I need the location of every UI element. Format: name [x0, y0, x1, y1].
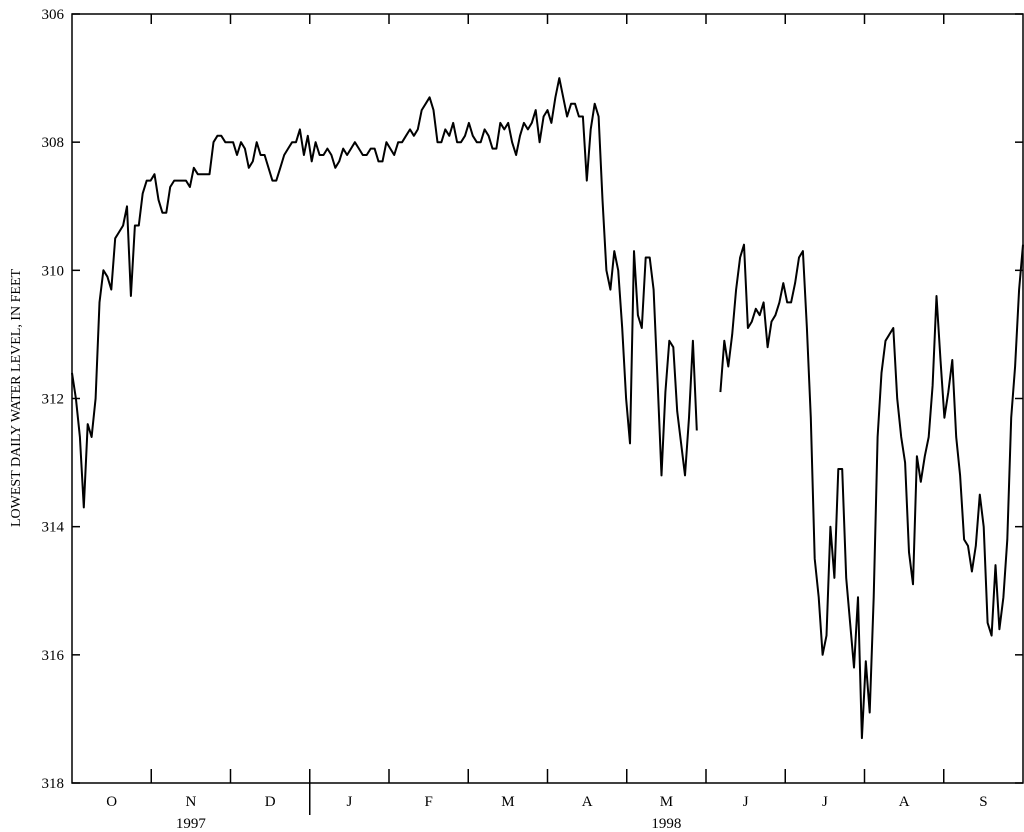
x-tick-label: N — [185, 794, 196, 810]
x-tick-label: F — [424, 794, 432, 810]
y-tick-label: 312 — [42, 392, 65, 408]
y-tick-label: 310 — [42, 263, 65, 279]
y-tick-label: 308 — [42, 135, 65, 151]
year-label: 1998 — [651, 816, 681, 832]
y-axis-label: LOWEST DAILY WATER LEVEL, IN FEET — [9, 269, 24, 528]
water-level-line — [71, 77, 1024, 740]
x-tick-label: S — [979, 794, 987, 810]
y-tick-label: 314 — [42, 520, 65, 536]
x-tick-label: J — [743, 794, 749, 810]
x-tick-label: M — [660, 794, 673, 810]
x-tick-label: A — [899, 794, 910, 810]
y-tick-label: 318 — [42, 776, 65, 792]
x-tick-label: M — [501, 794, 514, 810]
year-label: 1997 — [176, 816, 207, 832]
x-tick-label: O — [106, 794, 117, 810]
y-tick-label: 316 — [42, 648, 65, 664]
y-tick-label: 306 — [42, 7, 65, 23]
x-tick-label: A — [582, 794, 593, 810]
x-tick-label: J — [822, 794, 828, 810]
x-tick-label: D — [265, 794, 276, 810]
x-tick-label: J — [346, 794, 352, 810]
